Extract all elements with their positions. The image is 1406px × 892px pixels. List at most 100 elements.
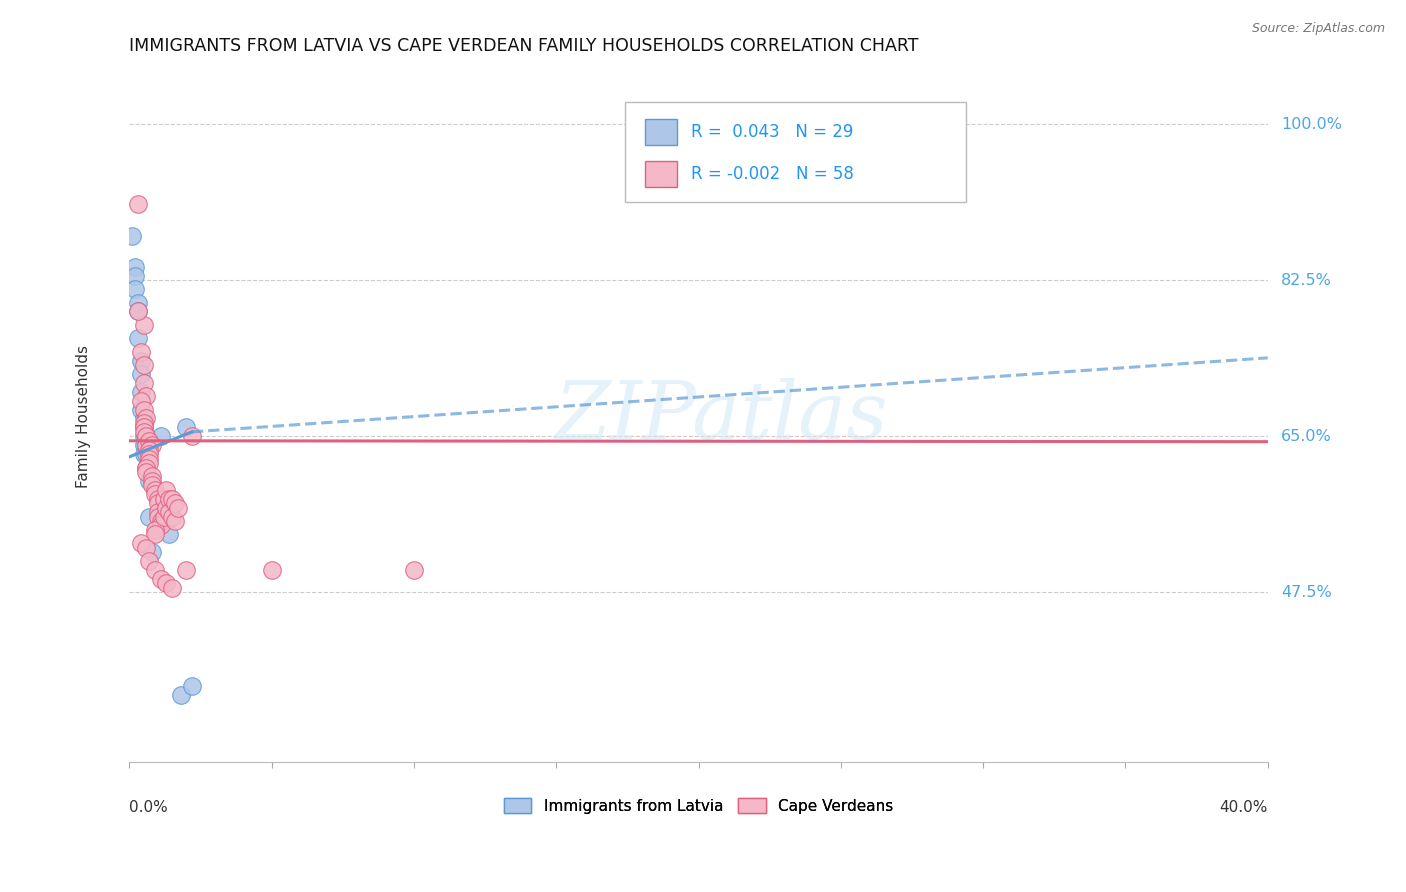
Point xyxy=(135,460,157,475)
Point xyxy=(149,514,172,528)
Point xyxy=(135,460,157,475)
Point xyxy=(143,483,166,497)
Point xyxy=(157,491,180,506)
Point xyxy=(169,688,191,702)
Text: 65.0%: 65.0% xyxy=(1281,429,1331,444)
Text: Source: ZipAtlas.com: Source: ZipAtlas.com xyxy=(1251,22,1385,36)
Point xyxy=(132,447,155,461)
Point xyxy=(146,509,169,524)
Point xyxy=(143,563,166,577)
Point xyxy=(138,451,160,466)
Point xyxy=(129,344,152,359)
Point xyxy=(157,527,180,541)
Point xyxy=(143,523,166,537)
Point xyxy=(132,411,155,425)
Text: Family Households: Family Households xyxy=(76,345,91,488)
Point xyxy=(160,491,183,506)
Point xyxy=(143,527,166,541)
Point xyxy=(163,496,186,510)
Point xyxy=(141,474,163,488)
Point xyxy=(135,429,157,443)
Point xyxy=(402,563,425,577)
Point xyxy=(155,500,177,515)
Text: 47.5%: 47.5% xyxy=(1281,585,1331,599)
Point xyxy=(141,469,163,483)
Point xyxy=(141,478,163,492)
Text: 0.0%: 0.0% xyxy=(129,800,169,814)
Point xyxy=(132,425,155,439)
Text: IMMIGRANTS FROM LATVIA VS CAPE VERDEAN FAMILY HOUSEHOLDS CORRELATION CHART: IMMIGRANTS FROM LATVIA VS CAPE VERDEAN F… xyxy=(129,37,920,55)
Point xyxy=(160,509,183,524)
Point xyxy=(124,268,146,283)
Point xyxy=(149,429,172,443)
Point xyxy=(174,420,197,434)
Point xyxy=(149,518,172,533)
Point xyxy=(129,367,152,381)
Point xyxy=(166,500,188,515)
Text: R =  0.043   N = 29: R = 0.043 N = 29 xyxy=(690,123,853,141)
Point xyxy=(138,456,160,470)
Point xyxy=(181,429,204,443)
Point xyxy=(135,438,157,452)
Point xyxy=(124,282,146,296)
Point xyxy=(138,447,160,461)
Point xyxy=(129,536,152,550)
Point xyxy=(149,572,172,586)
Text: 82.5%: 82.5% xyxy=(1281,273,1333,288)
Point xyxy=(152,509,174,524)
Point xyxy=(174,563,197,577)
Point xyxy=(155,483,177,497)
Point xyxy=(163,514,186,528)
Point xyxy=(124,260,146,274)
Point xyxy=(127,304,149,318)
FancyBboxPatch shape xyxy=(645,119,676,145)
Point xyxy=(121,228,143,243)
Point xyxy=(146,496,169,510)
Point xyxy=(127,197,149,211)
Point xyxy=(155,576,177,591)
Point xyxy=(135,389,157,403)
Point xyxy=(132,416,155,430)
Point xyxy=(127,295,149,310)
Point xyxy=(135,465,157,479)
Point xyxy=(129,353,152,368)
Point xyxy=(132,358,155,372)
Point xyxy=(138,554,160,568)
Point xyxy=(127,331,149,345)
Point xyxy=(132,318,155,332)
Point xyxy=(141,438,163,452)
Point xyxy=(138,442,160,457)
Point xyxy=(132,402,155,417)
Point xyxy=(132,420,155,434)
Point xyxy=(146,505,169,519)
Point xyxy=(132,438,155,452)
Point xyxy=(135,438,157,452)
Point xyxy=(129,402,152,417)
Point xyxy=(138,438,160,452)
Point xyxy=(181,679,204,693)
Text: R = -0.002   N = 58: R = -0.002 N = 58 xyxy=(690,165,853,183)
FancyBboxPatch shape xyxy=(645,161,676,187)
Point xyxy=(141,545,163,559)
Text: 100.0%: 100.0% xyxy=(1281,117,1343,132)
Point xyxy=(138,474,160,488)
Point xyxy=(129,384,152,399)
Point xyxy=(132,420,155,434)
Text: 40.0%: 40.0% xyxy=(1219,800,1268,814)
Legend: Immigrants from Latvia, Cape Verdeans: Immigrants from Latvia, Cape Verdeans xyxy=(498,791,900,820)
Point xyxy=(260,563,283,577)
Point xyxy=(129,393,152,408)
Point xyxy=(143,487,166,501)
Point xyxy=(135,541,157,555)
Point xyxy=(160,581,183,595)
Point xyxy=(146,491,169,506)
Point xyxy=(138,434,160,448)
Point xyxy=(135,447,157,461)
Point xyxy=(132,376,155,390)
FancyBboxPatch shape xyxy=(624,102,966,202)
Point xyxy=(127,304,149,318)
Point xyxy=(157,505,180,519)
Point xyxy=(135,429,157,443)
Point xyxy=(138,509,160,524)
Point xyxy=(152,491,174,506)
